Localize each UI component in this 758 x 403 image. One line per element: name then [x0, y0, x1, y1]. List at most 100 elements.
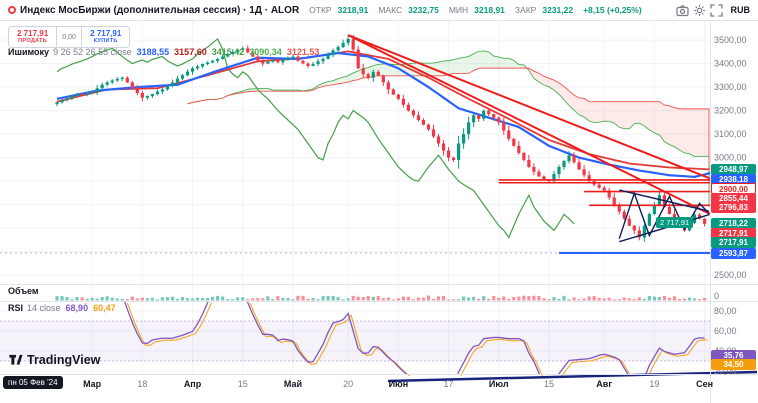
tradingview-logo[interactable]: TradingView — [8, 352, 100, 367]
ichimoku-cloud — [498, 57, 504, 69]
volume-bar — [512, 297, 516, 301]
volume-bar — [361, 297, 365, 301]
chart-header: Индекс МосБиржи (дополнительная сессия) … — [0, 0, 758, 21]
candle-body — [451, 157, 456, 160]
candle-body — [110, 80, 114, 83]
volume-bar — [622, 297, 626, 301]
volume-bar — [416, 297, 421, 301]
volume-bar — [421, 297, 426, 301]
candle-body — [281, 59, 285, 63]
candle-body — [130, 82, 134, 88]
volume-bar — [376, 295, 380, 301]
ichimoku-value: 3121,53 — [286, 47, 320, 57]
candle-body — [426, 124, 431, 130]
candle-body — [637, 230, 641, 238]
symbol-title[interactable]: Индекс МосБиржи (дополнительная сессия) … — [20, 4, 300, 16]
ichimoku-value: 3415,42 — [211, 47, 245, 57]
rsi-axis-label: 60,00 — [714, 326, 737, 336]
candle-body — [356, 49, 360, 69]
volume-bar — [381, 298, 385, 301]
volume-bar — [467, 297, 471, 301]
rsi-badge: 34,50 — [711, 359, 756, 371]
trendline — [347, 34, 710, 216]
volume-bar — [95, 298, 99, 301]
volume-bar — [572, 297, 576, 301]
candle-body — [246, 48, 250, 53]
candle-body — [185, 71, 190, 76]
volume-bar — [436, 296, 441, 301]
ichimoku-cloud — [679, 108, 685, 153]
sell-button[interactable]: 2 717,91 ПРОДАТЬ — [9, 27, 56, 47]
candle-body — [411, 110, 416, 116]
candle-body — [80, 94, 84, 96]
candle-body — [301, 60, 305, 64]
volume-bar — [502, 296, 506, 301]
candle-body — [477, 115, 481, 119]
drawn-bottom-line — [387, 370, 758, 383]
ichimoku-cloud — [619, 101, 625, 129]
candle-body — [115, 78, 119, 81]
candle-body — [361, 68, 365, 75]
candle-body — [90, 91, 94, 94]
currency-label[interactable]: RUB — [730, 5, 751, 15]
buy-button[interactable]: 2 717,91 КУПИТЬ — [82, 27, 129, 47]
candle-body — [577, 162, 581, 170]
volume-bar — [165, 297, 170, 301]
price-badge: 2938,18 — [711, 173, 756, 185]
camera-icon[interactable] — [675, 4, 689, 17]
candle-body — [597, 184, 601, 188]
ichimoku-cloud — [644, 101, 650, 130]
ichimoku-params: 9 26 52 26 55 close — [53, 47, 132, 57]
volume-bar — [80, 297, 84, 301]
ichimoku-cloud — [609, 101, 615, 124]
candle-body — [617, 204, 621, 212]
candle-body — [667, 206, 672, 214]
candle-body — [211, 60, 215, 63]
candle-body — [85, 93, 89, 96]
open-label: ОТКР — [309, 5, 332, 15]
candle-body — [60, 100, 64, 103]
chikou-line — [56, 37, 575, 239]
ichimoku-legend-title[interactable]: Ишимоку — [8, 47, 50, 57]
candle-body — [75, 94, 79, 97]
close-value: 3231,22 — [542, 5, 574, 15]
ichimoku-cloud — [503, 58, 509, 69]
rsi-legend-title[interactable]: RSI — [8, 303, 24, 313]
candle-body — [497, 117, 501, 123]
volume-bar — [446, 299, 451, 301]
candle-body — [145, 96, 149, 98]
volume-bar — [552, 297, 556, 301]
ichimoku-cloud — [634, 101, 640, 124]
volume-bar — [351, 295, 355, 301]
candle-body — [331, 50, 335, 55]
volume-bar — [441, 295, 446, 301]
price-badge: 2717,91 — [711, 237, 756, 249]
rsi-params: 14 close — [27, 303, 61, 313]
volume-bar — [386, 297, 390, 301]
volume-legend-title[interactable]: Объем — [8, 286, 39, 296]
volume-bar — [291, 299, 295, 301]
volume-bar — [411, 299, 416, 301]
candle-body — [441, 143, 446, 151]
ichimoku-cloud — [684, 108, 690, 154]
candle-body — [261, 60, 265, 64]
buy-label: КУПИТЬ — [93, 38, 118, 44]
volume-bar — [75, 296, 79, 301]
ichimoku-cloud — [518, 64, 524, 69]
volume-bar — [160, 297, 165, 301]
gear-icon[interactable] — [693, 4, 706, 17]
fullscreen-icon[interactable] — [709, 3, 723, 17]
volume-bar — [306, 298, 310, 301]
low-label: МИН — [448, 5, 469, 15]
price-badge: 2796,83 — [711, 202, 756, 214]
candle-body — [105, 82, 109, 85]
ichimoku-cloud — [639, 101, 645, 126]
volume-bar — [607, 297, 611, 301]
rsi-axis-label: 80,00 — [714, 306, 737, 316]
ichimoku-cloud — [493, 56, 499, 69]
candle-body — [602, 187, 606, 191]
time-axis-label: 20 — [343, 379, 353, 389]
candle-body — [241, 48, 245, 50]
candle-body — [607, 190, 611, 198]
